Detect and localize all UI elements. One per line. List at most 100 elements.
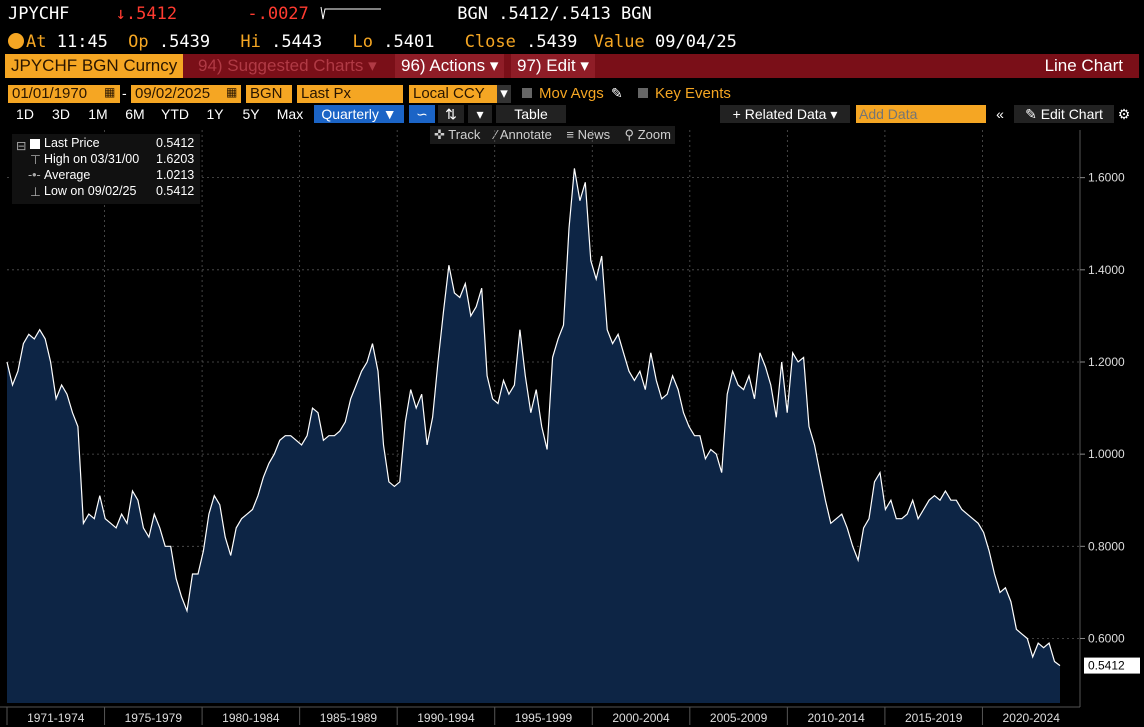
annotate-label: Annotate xyxy=(499,127,552,142)
caret-down-icon: ▼ xyxy=(382,106,397,122)
track-label: Track xyxy=(448,127,481,142)
security-field[interactable]: JPYCHF BGN Curncy xyxy=(5,54,184,78)
line-chart-icon[interactable]: ∽ xyxy=(409,105,435,123)
last-value-label: 0.5412 xyxy=(1088,659,1125,673)
bar-style-icon[interactable]: ⇅ xyxy=(438,105,464,123)
start-date-field[interactable]: 01/01/1970 xyxy=(8,85,120,103)
legend-high-label: High on 03/31/00 xyxy=(44,152,140,166)
low-marker-icon: ⊥ xyxy=(30,185,41,199)
mov-avgs-label: Mov Avgs xyxy=(539,85,604,102)
low-value: .5401 xyxy=(383,32,435,52)
y-tick-label: 1.2000 xyxy=(1088,355,1125,369)
actions-menu[interactable]: 96) Actions ▾ xyxy=(395,54,505,78)
period-1d[interactable]: 1D xyxy=(16,106,34,122)
annotate-icon: ∕ xyxy=(494,127,497,142)
sparkline-icon xyxy=(320,6,382,20)
ohlc-row: At 11:45 Op .5439 Hi .5443 Lo .5401 Clos… xyxy=(8,32,737,52)
x-tick-label: 2005-2009 xyxy=(710,711,768,725)
caret-down-icon: ▾ xyxy=(830,106,838,122)
edit-menu[interactable]: 97) Edit ▾ xyxy=(511,54,595,78)
period-max[interactable]: Max xyxy=(276,106,304,122)
time-value: 11:45 xyxy=(56,32,108,52)
edit-chart-button[interactable]: ✎ Edit Chart xyxy=(1014,105,1114,123)
related-data-label: + Related Data xyxy=(732,106,827,122)
high-value: .5443 xyxy=(271,32,323,52)
news-label: News xyxy=(577,127,611,142)
pencil-icon[interactable]: ✎ xyxy=(611,85,623,101)
x-tick-label: 1985-1989 xyxy=(320,711,378,725)
y-tick-label: 1.6000 xyxy=(1088,171,1125,185)
legend-low-label: Low on 09/02/25 xyxy=(44,184,137,198)
close-label: Close xyxy=(464,32,516,52)
ticker: JPYCHF xyxy=(8,4,70,24)
caret-down-icon: ▾ xyxy=(489,56,499,75)
end-date-field[interactable]: 09/02/2025 xyxy=(131,85,241,103)
legend-avg-value: 1.0213 xyxy=(156,168,195,182)
x-tick-label: 1975-1979 xyxy=(125,711,183,725)
more-dropdown[interactable]: ▾ xyxy=(468,105,492,123)
magnifier-icon: ⚲ xyxy=(624,127,635,142)
mov-avgs-checkbox[interactable] xyxy=(522,88,532,98)
period-3d[interactable]: 3D xyxy=(52,106,70,122)
source-field[interactable]: BGN xyxy=(246,85,292,103)
period-5y[interactable]: 5Y xyxy=(242,106,260,122)
settings-gear-icon[interactable]: ⚙ xyxy=(1117,106,1131,122)
currency-field[interactable]: Local CCY xyxy=(409,85,497,103)
news-icon: ≡ xyxy=(566,127,574,142)
average-line-icon: -•- xyxy=(28,168,41,182)
track-tool[interactable]: ✜ Track xyxy=(434,127,480,142)
last-price: .5412 xyxy=(125,4,178,24)
key-events-label: Key Events xyxy=(655,85,731,102)
chart-type-label[interactable]: Line Chart xyxy=(1044,56,1123,75)
legend-collapse-icon[interactable]: ⊟ xyxy=(16,139,27,153)
period-ytd[interactable]: YTD xyxy=(161,106,189,122)
key-events-checkbox[interactable] xyxy=(638,88,648,98)
annotate-tool[interactable]: ∕ Annotate xyxy=(495,127,552,142)
x-tick-label: 2010-2014 xyxy=(807,711,865,725)
open-value: .5439 xyxy=(158,32,211,52)
clock-icon xyxy=(8,33,24,49)
chart-tools: ✜ Track ∕ Annotate ≡ News ⚲ Zoom xyxy=(430,126,675,144)
period-6m[interactable]: 6M xyxy=(125,106,145,122)
menu-bar: JPYCHF BGN Curncy 94) Suggested Charts ▾… xyxy=(5,54,1139,78)
y-tick-label: 0.8000 xyxy=(1088,539,1125,553)
last-price-swatch xyxy=(30,139,40,149)
calendar-icon[interactable]: ▦ xyxy=(104,85,116,99)
legend-last-value: 0.5412 xyxy=(156,136,195,150)
crosshair-icon: ✜ xyxy=(434,127,445,142)
x-tick-label: 2020-2024 xyxy=(1003,711,1061,725)
suggested-charts-label: 94) Suggested Charts xyxy=(198,56,364,75)
add-data-input[interactable] xyxy=(856,105,986,123)
close-value: .5439 xyxy=(526,32,578,52)
suggested-charts-menu[interactable]: 94) Suggested Charts ▾ xyxy=(192,54,383,78)
legend-last-label: Last Price xyxy=(44,136,100,150)
actions-label: 96) Actions xyxy=(401,56,486,75)
legend-high-value: 1.6203 xyxy=(156,152,195,166)
net-change: -.0027 xyxy=(247,4,309,24)
edit-chart-label: Edit Chart xyxy=(1040,106,1103,122)
low-label: Lo xyxy=(352,32,373,52)
caret-down-icon: ▾ xyxy=(580,56,589,75)
calendar-icon[interactable]: ▦ xyxy=(226,85,238,99)
frequency-dropdown[interactable]: Quarterly ▼ xyxy=(314,105,404,123)
collapse-icon[interactable]: « xyxy=(996,106,1004,122)
zoom-tool[interactable]: ⚲ Zoom xyxy=(625,127,671,142)
edit-label: 97) Edit xyxy=(517,56,576,75)
currency-dropdown[interactable]: ▾ xyxy=(497,85,511,103)
x-tick-label: 1980-1984 xyxy=(222,711,280,725)
value-label: Value xyxy=(593,32,645,52)
table-button[interactable]: Table xyxy=(496,105,566,123)
value-date: 09/04/25 xyxy=(655,32,737,52)
frequency-label: Quarterly xyxy=(321,106,379,122)
y-tick-label: 0.6000 xyxy=(1088,631,1125,645)
related-data-menu[interactable]: + Related Data ▾ xyxy=(720,105,850,123)
period-1y[interactable]: 1Y xyxy=(206,106,224,122)
price-field[interactable]: Last Px xyxy=(297,85,403,103)
legend-avg-label: Average xyxy=(44,168,91,182)
period-1m[interactable]: 1M xyxy=(88,106,108,122)
y-tick-label: 1.0000 xyxy=(1088,447,1125,461)
price-area xyxy=(7,168,1060,703)
news-tool[interactable]: ≡ News xyxy=(566,127,610,142)
bid-ask-quote: BGN .5412/.5413 BGN xyxy=(457,4,652,24)
